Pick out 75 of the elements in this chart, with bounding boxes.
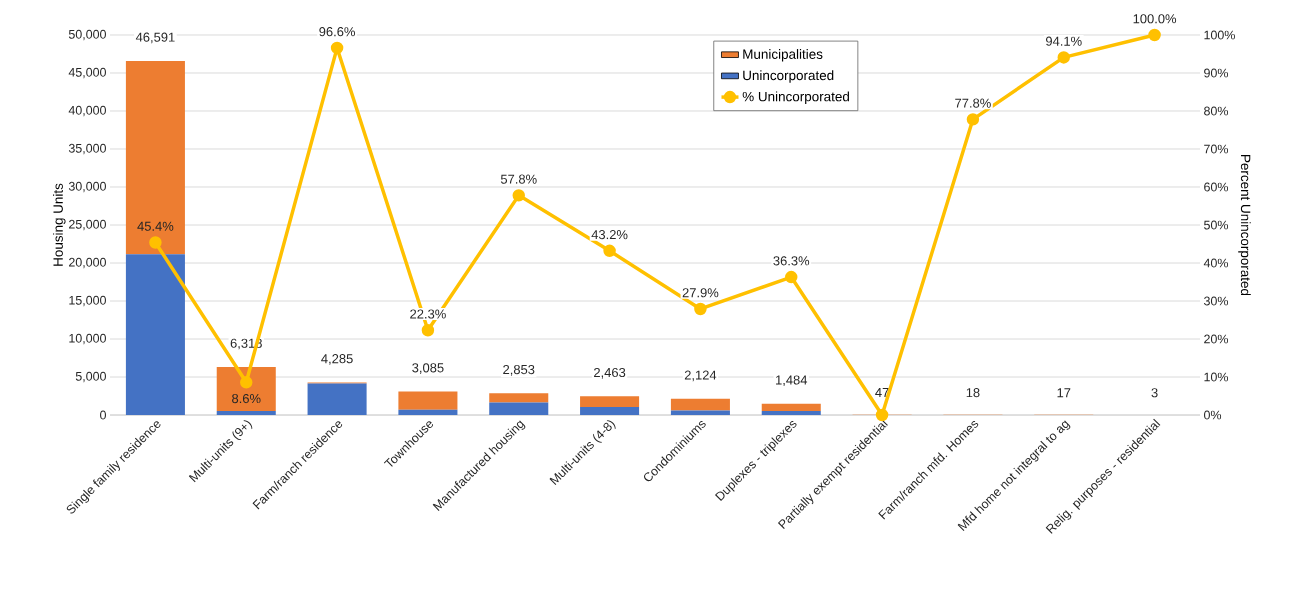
legend-label: Unincorporated [743,70,834,83]
data-label: 22.3% [410,309,446,319]
bar [489,402,549,415]
point [694,302,707,316]
bar [580,406,640,415]
y-tick-label: 40,000 [68,105,106,117]
bar [670,398,730,411]
y2-tick-label: 60% [1204,182,1228,192]
y2-tick-label: 20% [1204,334,1228,344]
y2-tick-label: 40% [1203,258,1228,268]
total-label: 2,853 [503,364,535,376]
y2-tick-label: 50% [1204,220,1228,230]
total-label: 17 [1057,388,1071,398]
y2-tick-label: 70% [1204,144,1228,154]
total-label: 1,484 [776,375,808,387]
point [421,324,435,337]
data-label: 45.4% [137,221,174,231]
bar [125,254,185,415]
bar [125,60,185,255]
data-label: 27.9% [682,288,719,298]
y2-tick-label: 100% [1204,30,1235,40]
bar [398,391,458,410]
y2-tick-label: 90% [1204,68,1228,78]
bar [489,393,549,403]
point [240,376,253,389]
legend-label: % Unincorporated [742,91,849,105]
bar [580,396,640,407]
point [1148,28,1161,42]
y-tick-label: 10,000 [69,333,106,345]
y-tick-label: 20,000 [69,257,106,269]
bar [216,410,276,415]
bar [761,410,821,415]
y-tick-label: 30,000 [68,181,106,193]
y-tick-label: 5,000 [75,371,106,383]
y2-axis-title: Percent Unincorporated [1238,155,1251,296]
point [149,236,162,249]
y-tick-label: 50,000 [68,29,106,41]
bar [670,410,730,415]
y-tick-label: 0 [100,410,106,420]
bar [761,403,821,411]
y2-tick-label: 0% [1204,410,1222,420]
data-label: 8.6% [232,393,261,404]
total-label: 3 [1151,388,1158,398]
total-label: 2,463 [594,367,626,379]
bar [307,383,367,415]
data-label: 96.6% [319,27,355,37]
y-tick-label: 35,000 [68,143,106,155]
y2-tick-label: 10% [1204,372,1228,382]
y-tick-label: 45,000 [68,67,106,79]
point [603,244,616,258]
total-label: 18 [966,388,980,398]
data-label: 100.0% [1133,14,1177,24]
bar [216,366,276,411]
point [330,41,344,55]
data-label: 36.3% [773,256,810,266]
point [875,408,889,422]
data-label: 77.8% [955,98,991,108]
legend-label: Municipalities [743,49,823,62]
y-tick-label: 25,000 [69,219,106,231]
y-axis-title: Housing Units [52,183,66,266]
point [966,113,980,126]
data-label: 43.2% [591,230,628,240]
y-tick-label: 15,000 [69,295,106,307]
y2-tick-label: 30% [1203,296,1228,306]
data-label: 94.1% [1046,36,1082,46]
y2-tick-label: 80% [1204,106,1228,116]
point [785,270,798,284]
point [512,189,525,202]
total-label: 46,591 [135,32,175,44]
total-label: 4,285 [321,354,353,365]
point [1057,51,1070,64]
data-label: 57.8% [500,174,537,184]
total-label: 3,085 [412,363,444,374]
total-label: 2,124 [684,370,717,382]
bar [398,409,458,415]
